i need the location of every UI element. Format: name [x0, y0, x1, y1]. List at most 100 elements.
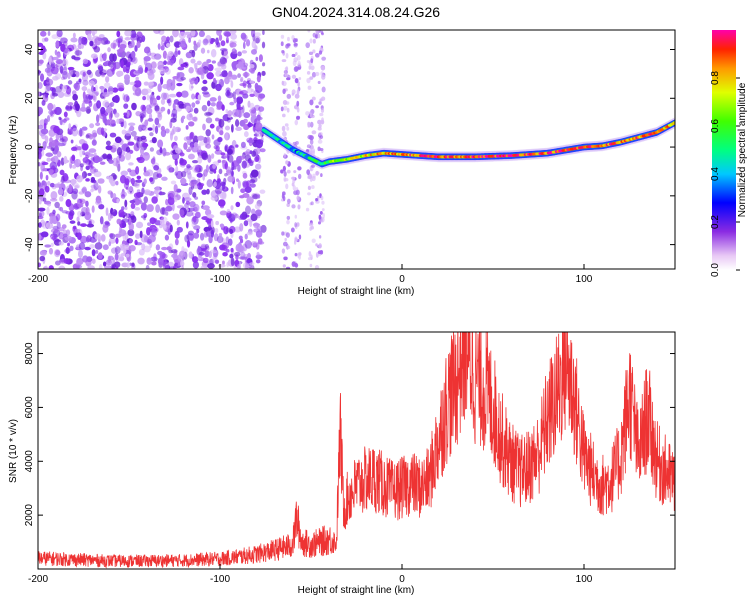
snr-y-label: SNR (10 * v/v): [8, 419, 19, 483]
noise-blob: [295, 52, 298, 56]
noise-blob: [282, 241, 288, 247]
noise-blob: [70, 146, 78, 152]
noise-blob: [255, 139, 263, 149]
noise-blob: [77, 221, 81, 226]
noise-blob: [243, 118, 248, 124]
noise-blob: [246, 262, 254, 269]
noise-blob: [120, 170, 129, 177]
noise-blob: [188, 82, 194, 92]
noise-blob: [44, 37, 49, 42]
noise-blob: [192, 203, 200, 212]
noise-blob: [153, 30, 161, 34]
noise-blob: [162, 223, 167, 231]
noise-blob: [282, 130, 287, 137]
chart-title: GN04.2024.314.08.24.G26: [272, 4, 440, 20]
noise-blob: [221, 244, 228, 251]
noise-blob: [160, 92, 168, 100]
ridge-core: [672, 121, 675, 125]
noise-blob: [205, 230, 212, 237]
noise-blob: [286, 245, 291, 250]
noise-blob: [317, 119, 322, 125]
noise-blob: [207, 263, 215, 269]
noise-blob: [40, 45, 46, 54]
noise-blob: [120, 253, 126, 257]
noise-blob: [287, 74, 291, 80]
spectrogram-y-ticks: -40 -20 0 20 40: [24, 44, 675, 252]
noise-blob: [307, 134, 313, 140]
noise-blob: [286, 126, 290, 131]
noise-blob: [121, 218, 130, 223]
noise-blob: [94, 37, 102, 46]
noise-blob: [147, 71, 155, 81]
noise-blob: [140, 215, 147, 219]
colorbar-ticks: 0.0 0.2 0.4 0.6 0.8: [710, 71, 740, 277]
noise-blob: [220, 48, 228, 52]
noise-blob: [160, 216, 168, 223]
noise-blob: [222, 252, 228, 257]
noise-blob: [306, 59, 310, 63]
noise-blob: [65, 104, 70, 110]
noise-blob: [229, 42, 237, 48]
noise-blob: [69, 69, 73, 77]
noise-blob: [281, 125, 286, 132]
noise-blob: [165, 43, 171, 48]
noise-blob: [166, 36, 170, 42]
noise-blob: [87, 265, 95, 269]
noise-blob: [149, 147, 155, 152]
noise-blob: [219, 56, 227, 65]
noise-blob: [151, 196, 158, 204]
noise-blob: [73, 56, 81, 61]
noise-blob: [258, 106, 265, 112]
noise-blob: [292, 60, 297, 67]
noise-blob: [218, 34, 223, 41]
noise-blob: [179, 157, 184, 164]
noise-blob: [188, 181, 196, 187]
noise-blob: [202, 91, 210, 95]
y-tick-label: 20: [24, 92, 35, 104]
noise-blob: [297, 81, 300, 87]
colorbar-label: Normalized spectral amplitude: [737, 82, 748, 217]
noise-blob: [52, 104, 56, 110]
noise-blob: [104, 220, 110, 225]
noise-blob: [143, 245, 151, 253]
noise-blob: [72, 93, 78, 101]
noise-blob: [76, 258, 83, 267]
noise-blob: [67, 72, 71, 80]
noise-blob: [319, 98, 323, 102]
noise-blob: [320, 108, 325, 113]
snr-line: [38, 332, 675, 569]
noise-blob: [320, 119, 325, 125]
colorbar-tick-label: 0.4: [710, 167, 721, 181]
noise-blob: [244, 233, 248, 240]
snr-frame: [37, 331, 676, 570]
noise-blob: [223, 177, 227, 184]
noise-blob: [54, 85, 63, 93]
noise-blob: [46, 78, 54, 86]
noise-blob: [145, 169, 154, 177]
noise-blob: [71, 127, 79, 137]
noise-blob: [198, 182, 202, 186]
noise-blob: [142, 142, 149, 148]
noise-blob: [130, 211, 135, 217]
noise-blob: [118, 209, 125, 218]
noise-blob: [259, 189, 266, 194]
noise-blob: [281, 191, 286, 196]
noise-blob: [283, 153, 287, 158]
noise-blob: [298, 234, 302, 240]
noise-blob: [102, 115, 107, 124]
noise-blob: [281, 59, 287, 63]
noise-blob: [131, 102, 137, 111]
noise-blob: [132, 92, 140, 96]
noise-blob: [82, 58, 89, 65]
noise-blob: [320, 195, 324, 201]
noise-blob: [169, 120, 173, 129]
noise-blob: [57, 188, 64, 196]
noise-blob: [194, 164, 202, 172]
noise-blob: [155, 109, 163, 114]
noise-blob: [225, 36, 229, 43]
noise-blob: [206, 214, 215, 219]
noise-blob: [256, 131, 263, 138]
noise-blob: [124, 199, 128, 208]
noise-blob: [294, 93, 300, 99]
noise-blob: [162, 261, 170, 269]
